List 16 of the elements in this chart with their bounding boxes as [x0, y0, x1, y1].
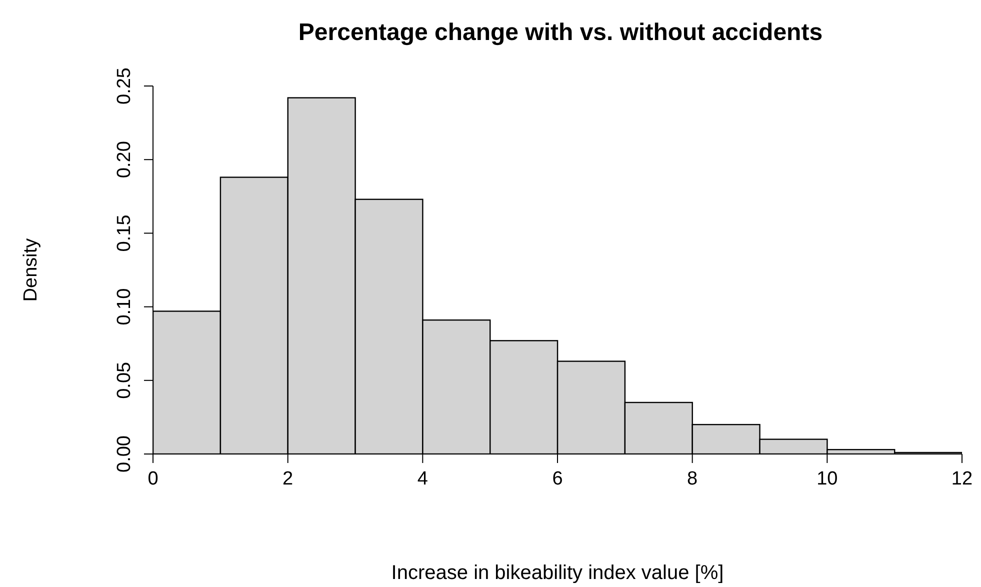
x-tick-label: 8 — [687, 468, 698, 490]
chart-title: Percentage change with vs. without accidents — [298, 19, 823, 46]
x-tick-label: 4 — [417, 468, 428, 490]
y-tick-label: 0.00 — [114, 436, 135, 472]
x-tick-label: 0 — [148, 468, 158, 490]
x-tick-label: 2 — [282, 468, 294, 490]
y-tick-label: 0.05 — [114, 362, 135, 399]
x-axis-title: Increase in bikeability index value [%] — [391, 562, 724, 584]
x-tick-label: 12 — [951, 468, 973, 490]
x-tick-label: 6 — [552, 468, 563, 490]
y-tick-label: 0.25 — [114, 68, 135, 104]
y-tick-label: 0.15 — [114, 214, 135, 252]
y-axis-title: Density — [20, 238, 42, 302]
x-tick-label: 10 — [816, 468, 838, 490]
y-tick-label: 0.20 — [114, 141, 135, 178]
y-tick-label: 0.10 — [114, 288, 135, 326]
